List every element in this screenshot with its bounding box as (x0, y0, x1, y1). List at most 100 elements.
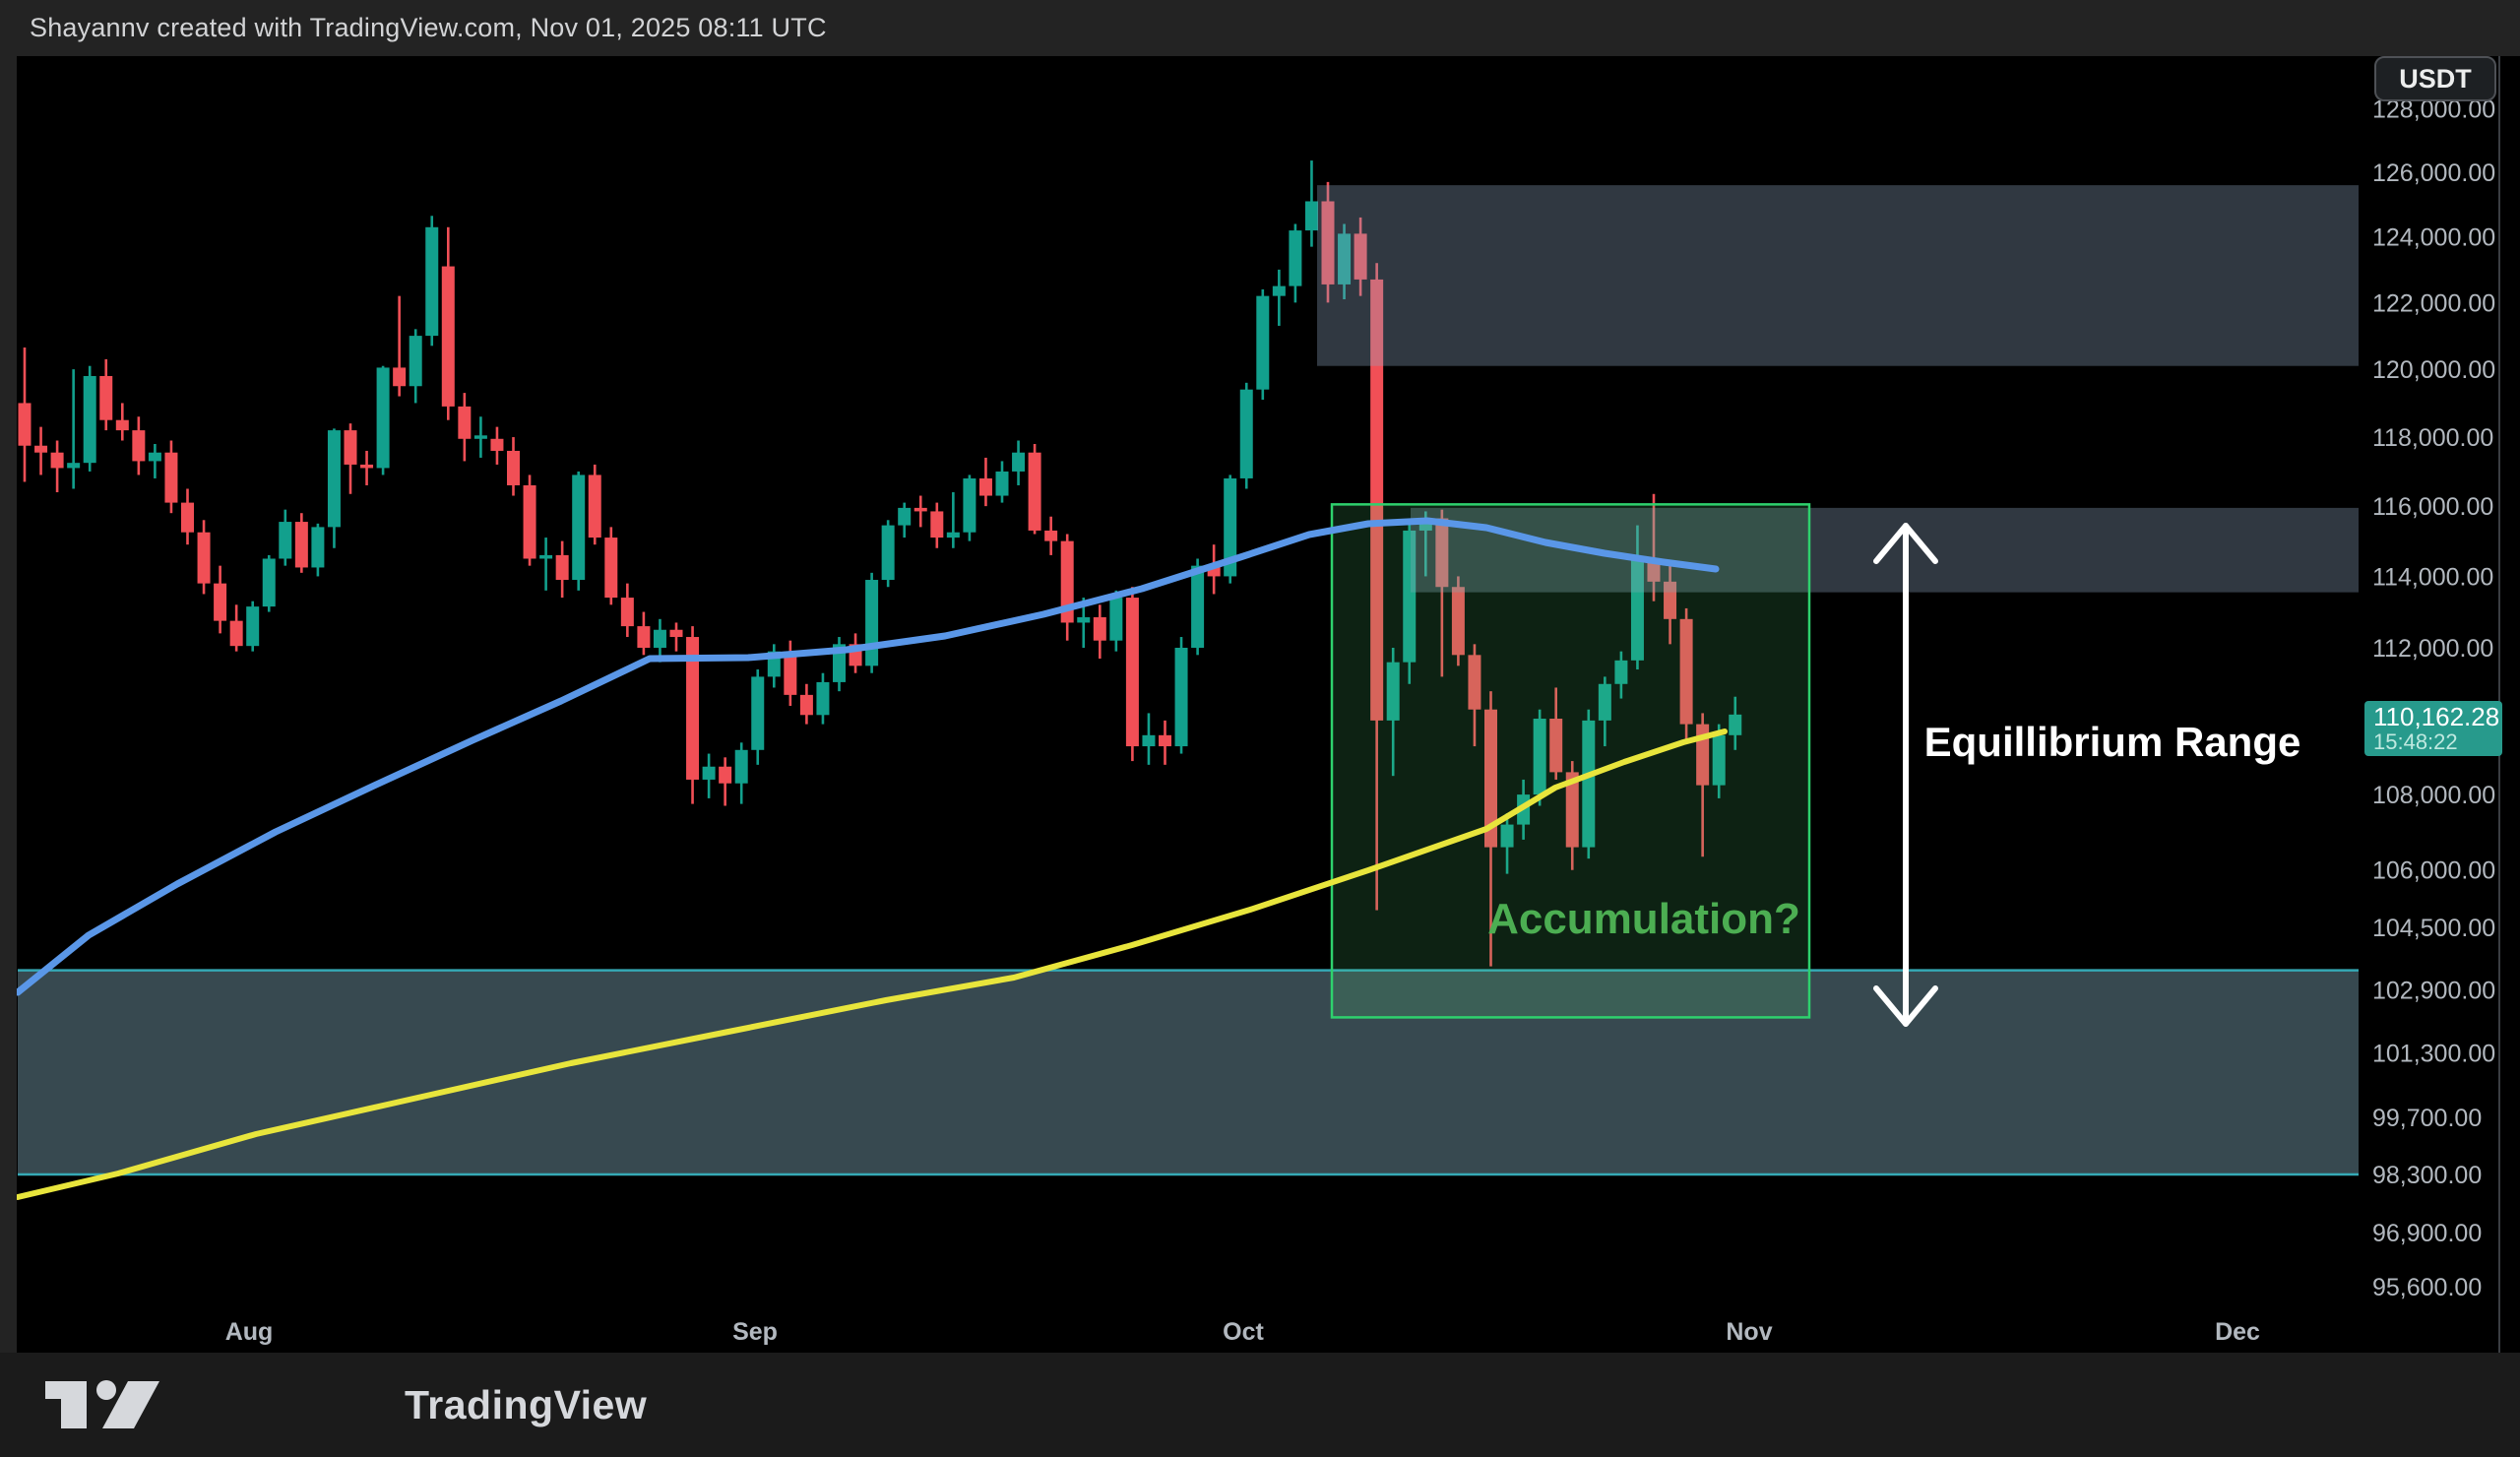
candle (1679, 618, 1693, 725)
candle (473, 435, 487, 439)
candle (327, 430, 341, 528)
candle (1435, 518, 1449, 588)
price-axis-label: 95,600.00 (2372, 1274, 2482, 1301)
candle (507, 450, 520, 485)
candle (393, 367, 407, 387)
tradingview-brand-text: TradingView (405, 1381, 648, 1427)
candle (620, 598, 634, 627)
candle (1256, 295, 1270, 390)
candle (946, 532, 960, 538)
candle (1500, 824, 1514, 848)
candle (99, 375, 113, 420)
candle (311, 527, 325, 568)
candle (539, 554, 553, 559)
candle (490, 438, 504, 451)
candle (1272, 285, 1286, 296)
candle (1598, 683, 1611, 721)
fast-moving-average-line (14, 517, 1720, 996)
candle (360, 464, 374, 469)
time-axis-label: Aug (225, 1318, 274, 1346)
candle (1664, 581, 1677, 619)
slow-moving-average-line (15, 728, 1728, 1200)
candle (34, 445, 48, 453)
time-axis-label: Nov (1726, 1318, 1772, 1346)
candle (914, 507, 927, 512)
candle (409, 336, 422, 387)
candle (262, 558, 276, 607)
candle (50, 452, 64, 469)
candle (246, 606, 260, 647)
candle (1451, 587, 1465, 656)
candle (1549, 719, 1563, 773)
candle (1370, 279, 1384, 721)
candle (214, 583, 227, 621)
candle-countdown-timer: 15:48:22 (2373, 729, 2458, 754)
price-axis-label: 124,000.00 (2372, 224, 2495, 252)
candle (197, 532, 211, 584)
price-axis-label: 99,700.00 (2372, 1105, 2482, 1132)
candle (229, 620, 243, 647)
current-price-badge: 110,162.28 15:48:22 (2364, 701, 2502, 756)
candle (1191, 565, 1205, 648)
candle (181, 502, 194, 533)
candle (523, 484, 536, 559)
candle (1321, 201, 1335, 285)
currency-toggle-button[interactable]: USDT (2374, 56, 2496, 101)
candle (995, 471, 1009, 496)
candle (978, 477, 992, 496)
candle (1012, 452, 1026, 472)
candle (719, 766, 732, 784)
candle (1354, 233, 1367, 280)
candle (164, 452, 178, 503)
candle (751, 676, 765, 750)
candle (1125, 598, 1139, 747)
time-axis-label: Sep (732, 1318, 778, 1346)
candle (441, 266, 455, 407)
candle (555, 554, 569, 581)
attribution-bar: Shayannv created with TradingView.com, N… (0, 0, 2520, 56)
supply-zone-upper (1317, 185, 2359, 366)
attribution-text: Shayannv created with TradingView.com, N… (30, 13, 827, 42)
candle (1614, 660, 1628, 684)
footer-bar: TradingView (0, 1353, 2520, 1457)
candle (1484, 709, 1497, 848)
candle (1403, 530, 1417, 663)
candle (686, 637, 700, 780)
price-axis-label: 106,000.00 (2372, 857, 2495, 885)
candle (1077, 617, 1091, 623)
candle (1028, 452, 1041, 531)
candle (1093, 617, 1106, 641)
candle (1386, 662, 1400, 721)
candle (898, 507, 912, 526)
candle (799, 694, 813, 716)
candle (816, 681, 830, 716)
candle (1174, 648, 1188, 747)
candle (1729, 714, 1742, 735)
candle (637, 626, 651, 648)
candle (18, 403, 32, 446)
candle (572, 475, 586, 581)
candle (1630, 558, 1644, 661)
price-axis-label: 102,900.00 (2372, 977, 2495, 1004)
demand-zone (18, 970, 2359, 1174)
price-axis-label: 120,000.00 (2372, 356, 2495, 384)
candle (294, 522, 308, 568)
candle (279, 522, 292, 559)
price-axis-label: 118,000.00 (2372, 424, 2493, 452)
candle (132, 430, 146, 462)
candle (1533, 719, 1546, 795)
candle (1142, 734, 1156, 747)
candle (458, 406, 472, 439)
equilibrium-range-label: Equillibrium Range (1924, 719, 2301, 765)
candle (148, 452, 161, 462)
price-axis-label: 98,300.00 (2372, 1162, 2482, 1189)
candle (881, 525, 895, 581)
candle (1338, 233, 1352, 285)
price-axis-label: 101,300.00 (2372, 1041, 2495, 1068)
candle (963, 477, 976, 533)
candle (1224, 477, 1237, 577)
candle (1207, 565, 1221, 577)
candle (344, 430, 357, 465)
